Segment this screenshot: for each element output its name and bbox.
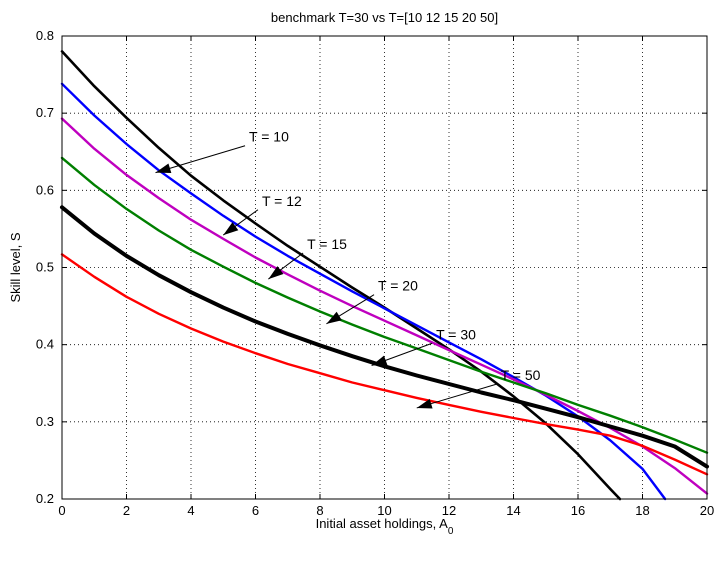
x-tick-label: 0	[58, 503, 65, 518]
annotation-label: T = 50	[501, 367, 541, 383]
y-tick-label: 0.2	[36, 491, 54, 506]
annotation-arrowhead	[326, 311, 342, 324]
x-tick-label: 4	[187, 503, 194, 518]
series-line-t-20	[60, 156, 709, 454]
x-tick-label: 12	[442, 503, 456, 518]
annotation-label: T = 15	[307, 236, 347, 252]
x-tick-label: 6	[252, 503, 259, 518]
x-tick-label: 20	[700, 503, 714, 518]
x-tick-label: 2	[123, 503, 130, 518]
x-tick-label: 14	[506, 503, 520, 518]
series-group	[60, 50, 709, 501]
y-tick-label: 0.4	[36, 337, 54, 352]
y-tick-label: 0.8	[36, 28, 54, 43]
chart-title: benchmark T=30 vs T=[10 12 15 20 50]	[271, 10, 498, 25]
annotation-arrowhead	[268, 266, 284, 280]
y-tick-label: 0.3	[36, 414, 54, 429]
annotation-label: T = 20	[378, 278, 418, 294]
series-line-t-12	[60, 82, 667, 501]
annotation-arrowhead	[223, 222, 239, 236]
y-tick-label: 0.5	[36, 260, 54, 275]
annotation-label: T = 12	[262, 193, 302, 209]
x-axis-label-subscript: 0	[448, 526, 454, 537]
x-tick-label: 10	[377, 503, 391, 518]
x-tick-label: 16	[571, 503, 585, 518]
series-line-t-50	[60, 253, 709, 476]
annotation-arrowhead	[416, 398, 433, 409]
y-tick-label: 0.6	[36, 182, 54, 197]
annotation-arrow-line	[155, 145, 246, 174]
series-line-t-30	[60, 205, 709, 469]
annotation-arrowhead	[155, 163, 172, 174]
x-tick-label: 18	[635, 503, 649, 518]
x-axis-label-text: Initial asset holdings, A	[316, 516, 449, 531]
annotations-group: T = 10 T = 12 T = 15 T = 20 T = 30 T = 50	[155, 129, 541, 409]
annotation-label: T = 30	[436, 326, 476, 342]
annotation-label: T = 10	[249, 129, 289, 145]
x-axis-label: Initial asset holdings, A0	[316, 516, 454, 537]
axis-ticks: 0 2 4 6 8 10 12 14 16 18 20 0.2 0.3 0.4 0.5 0.6 0.7 0.8	[36, 28, 714, 518]
annotation-arrowhead	[371, 355, 388, 366]
y-tick-label: 0.7	[36, 105, 54, 120]
y-axis-label: Skill level, S	[8, 232, 23, 302]
x-tick-label: 8	[316, 503, 323, 518]
